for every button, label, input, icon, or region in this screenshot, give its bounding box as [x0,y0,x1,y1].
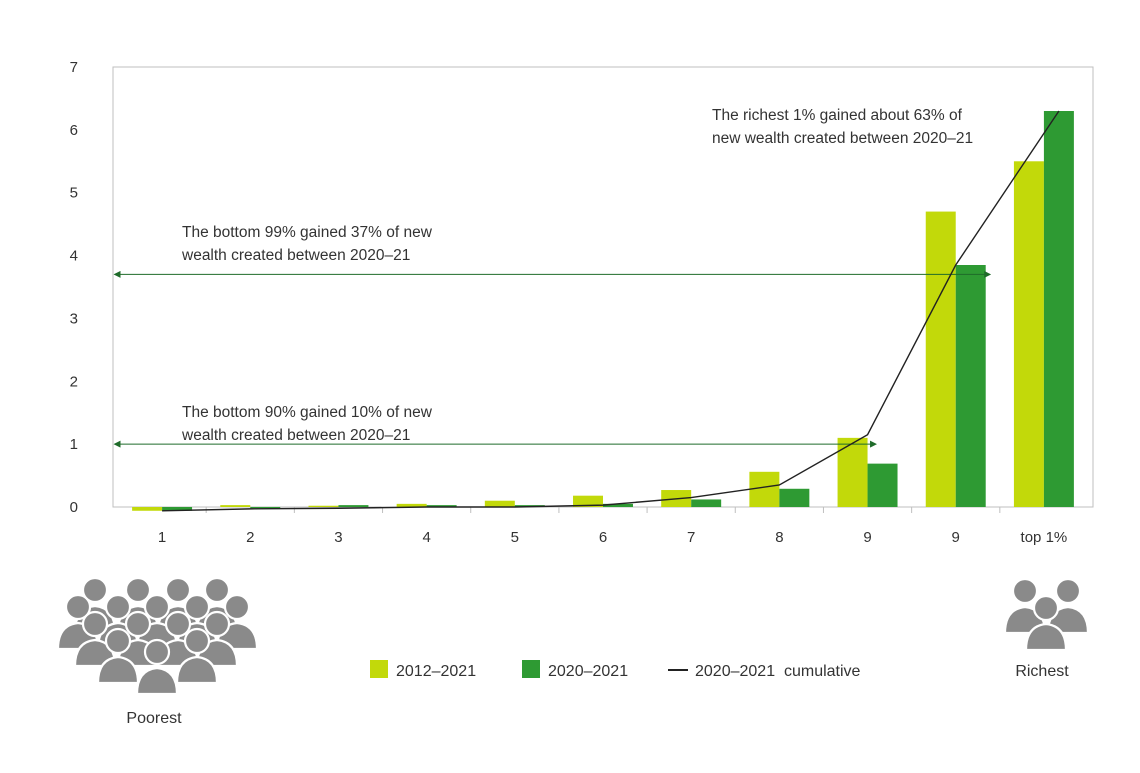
bar-2020-2021 [426,505,457,507]
cumulative-line [162,110,1060,512]
person-icon [73,610,117,668]
bar-2020-2021 [955,265,986,507]
bar-2012-2021 [484,500,515,507]
annotation-richest: The richest 1% gained about 63% of new w… [712,107,973,147]
person-icon [135,638,179,696]
y-tick-label: 3 [70,310,78,327]
y-tick-label: 6 [70,122,78,139]
y-tick-label: 7 [70,59,78,76]
x-tick-label: 8 [775,529,783,546]
annotation-bottom90: The bottom 90% gained 10% of new wealth … [181,404,436,444]
person-icon [1003,577,1047,635]
bar-2012-2021 [220,505,251,507]
x-tick-label: 5 [511,529,519,546]
legend-label-cumulative: 2020–2021 cumulative [695,663,861,680]
richest-group-icon [1003,577,1090,652]
x-tick-label: 4 [422,529,430,546]
bar-2020-2021 [867,463,898,507]
x-tick-label: top 1% [1021,529,1068,546]
legend: 2012–2021 2020–2021 2020–2021 cumulative [370,660,861,680]
legend-label-2012-2021: 2012–2021 [396,663,476,680]
bar-2020-2021 [691,499,722,507]
bar-2020-2021 [1043,111,1074,507]
bar-2012-2021 [573,495,603,507]
bar-2020-2021 [338,505,369,507]
bar-2012-2021 [837,437,868,507]
bar-2012-2021 [749,471,780,507]
x-tick-label: 3 [334,529,342,546]
bar-2012-2021 [132,507,163,511]
bar-2020-2021 [603,503,633,507]
person-icon [96,627,140,685]
annotation-bottom99: The bottom 99% gained 37% of new wealth … [181,224,436,264]
legend-swatch-2012-2021 [370,660,388,678]
x-tick-label: 2 [246,529,254,546]
x-tick-label: 7 [687,529,695,546]
x-tick-label: 6 [599,529,607,546]
annotation-arrows [113,270,992,448]
x-tick-label: 9 [952,529,960,546]
bar-2020-2021 [250,507,281,509]
bar-2012-2021 [925,211,956,508]
legend-label-2020-2021: 2020–2021 [548,663,628,680]
poorest-label: Poorest [126,710,182,727]
person-icon [175,627,219,685]
richest-label: Richest [1015,663,1069,680]
bar-2012-2021 [396,503,427,507]
bar-2020-2021 [162,507,193,511]
y-tick-label: 0 [70,499,78,516]
x-axis: 1 2 3 4 5 6 7 8 9 9 top 1% [158,507,1067,546]
y-tick-label: 1 [70,436,78,453]
legend-swatch-2020-2021 [522,660,540,678]
bar-2012-2021 [308,505,339,507]
y-tick-label: 2 [70,373,78,390]
person-icon [1024,594,1068,652]
poorest-crowd-icon [56,576,259,696]
y-tick-label: 4 [70,248,78,265]
y-tick-label: 5 [70,185,78,202]
x-tick-label: 1 [158,529,166,546]
person-icon [1046,577,1090,635]
x-tick-label: 9 [863,529,871,546]
bar-2020-2021 [779,488,810,507]
cumulative-line-group [162,110,1060,512]
bar-series [132,111,1074,511]
bar-2012-2021 [1013,161,1044,508]
